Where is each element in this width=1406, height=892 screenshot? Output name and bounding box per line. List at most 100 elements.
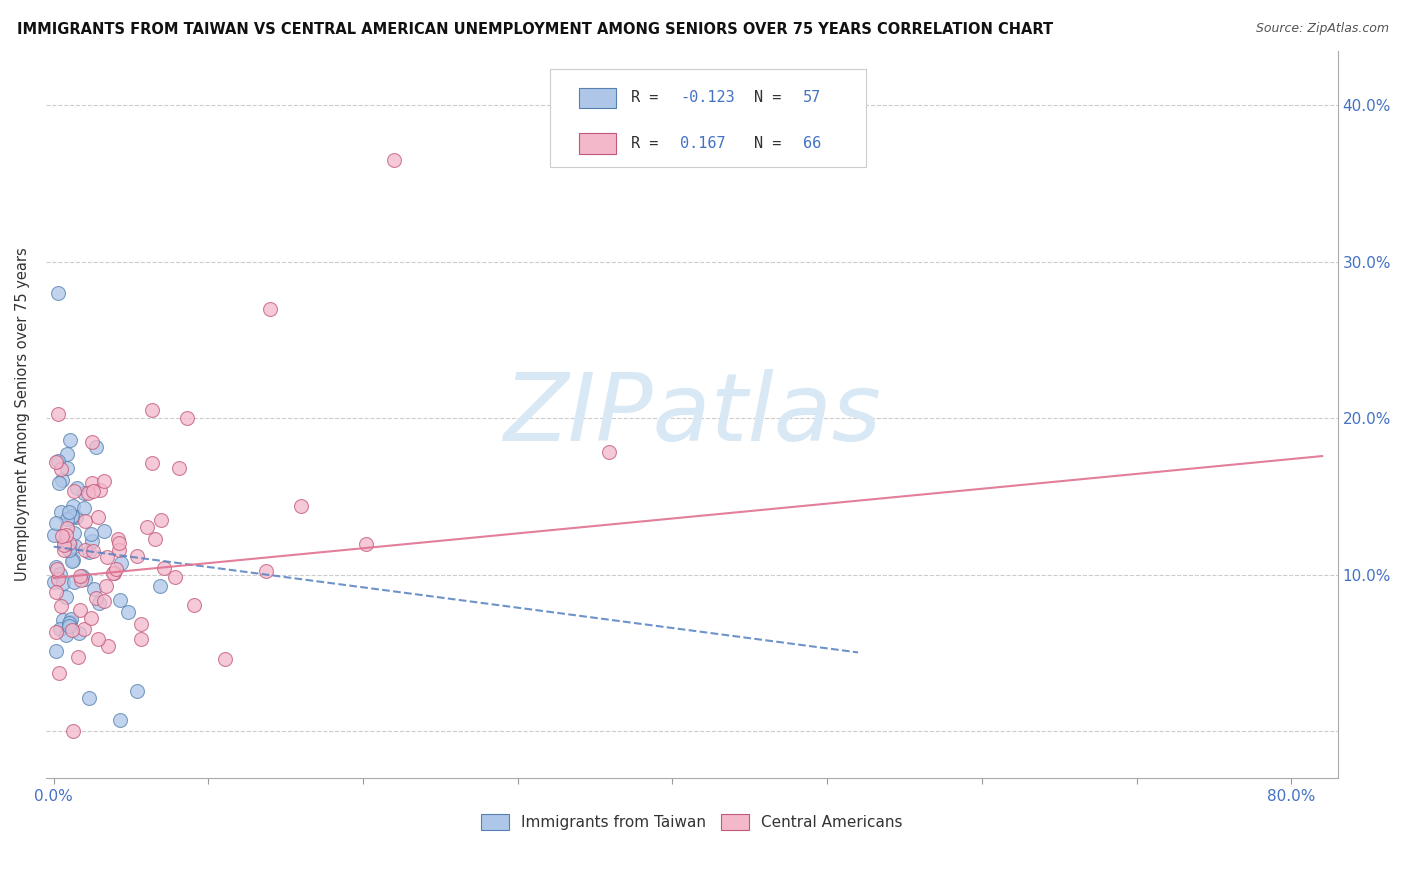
Point [55, 512, 77, 526]
Point [44, 528, 66, 542]
Point [70, 568, 93, 582]
Point [58, 618, 80, 632]
Point [110, 556, 132, 570]
Point [46, 286, 69, 301]
Point [70, 573, 93, 587]
Point [52, 538, 75, 552]
Point [153, 560, 176, 574]
Point [83, 582, 105, 597]
Point [143, 533, 166, 547]
Point [94, 579, 117, 593]
Text: Source: ZipAtlas.com: Source: ZipAtlas.com [1256, 22, 1389, 36]
Text: 66: 66 [803, 136, 821, 151]
Point [69, 603, 91, 617]
Point [80, 526, 103, 541]
Point [80, 475, 103, 490]
Point [62, 553, 84, 567]
Point [125, 549, 148, 563]
Point [55, 590, 77, 604]
Point [45, 625, 67, 640]
Point [60, 510, 83, 524]
Point [72, 500, 94, 515]
Point [105, 562, 128, 576]
Point [63, 483, 86, 498]
Point [59, 612, 82, 626]
Point [135, 519, 157, 533]
Point [89, 483, 111, 497]
Point [84, 591, 107, 606]
Point [141, 456, 163, 470]
Point [52, 575, 75, 590]
Text: N =: N = [754, 136, 790, 151]
Point [82, 483, 104, 498]
Point [103, 566, 125, 580]
Point [76, 485, 98, 500]
Text: R =: R = [631, 90, 668, 105]
Point [58, 616, 80, 631]
Point [598, 444, 620, 458]
Point [55, 628, 77, 642]
Point [149, 579, 172, 593]
FancyBboxPatch shape [579, 133, 616, 153]
Point [117, 605, 139, 619]
Point [59, 536, 82, 550]
Point [45, 516, 67, 530]
Point [48, 476, 70, 491]
Point [67, 626, 90, 640]
FancyBboxPatch shape [550, 69, 866, 167]
Text: ZIPatlas: ZIPatlas [503, 369, 880, 460]
Point [49, 505, 72, 519]
Point [150, 513, 173, 527]
Point [87, 632, 110, 646]
Point [49, 599, 72, 613]
Point [93, 474, 115, 488]
Point [129, 617, 152, 632]
Point [84, 440, 107, 454]
Point [73, 543, 96, 558]
Point [55, 460, 77, 475]
Point [45, 559, 67, 574]
Point [69, 569, 91, 583]
Text: 57: 57 [803, 90, 821, 105]
Point [65, 539, 87, 553]
Point [82, 544, 104, 558]
Text: 0.167: 0.167 [681, 136, 725, 151]
Point [49, 623, 72, 637]
Point [59, 615, 82, 630]
Point [63, 574, 86, 589]
Point [58, 505, 80, 519]
Point [75, 572, 97, 586]
Point [108, 536, 131, 550]
Point [55, 521, 77, 535]
Point [55, 527, 77, 541]
Point [56, 447, 79, 461]
Point [58, 542, 80, 557]
Point [82, 534, 104, 549]
Point [73, 622, 96, 636]
Point [93, 593, 115, 607]
Point [110, 714, 132, 728]
Point [52, 543, 75, 558]
Point [108, 543, 131, 558]
Point [259, 301, 281, 316]
Point [49, 462, 72, 476]
Point [82, 435, 104, 450]
Point [49, 567, 72, 582]
Point [63, 526, 86, 541]
Point [53, 533, 76, 548]
Point [45, 455, 67, 469]
Legend: Immigrants from Taiwan, Central Americans: Immigrants from Taiwan, Central American… [475, 808, 908, 836]
Point [67, 650, 90, 665]
Text: IMMIGRANTS FROM TAIWAN VS CENTRAL AMERICAN UNEMPLOYMENT AMONG SENIORS OVER 75 YE: IMMIGRANTS FROM TAIWAN VS CENTRAL AMERIC… [17, 22, 1053, 37]
Point [46, 562, 69, 576]
Point [101, 566, 124, 580]
Point [108, 593, 131, 607]
Point [45, 585, 67, 599]
Point [382, 153, 405, 168]
Point [51, 473, 73, 487]
Point [127, 684, 149, 698]
Point [46, 407, 69, 421]
Point [141, 403, 163, 417]
Point [45, 643, 67, 657]
Point [48, 572, 70, 586]
